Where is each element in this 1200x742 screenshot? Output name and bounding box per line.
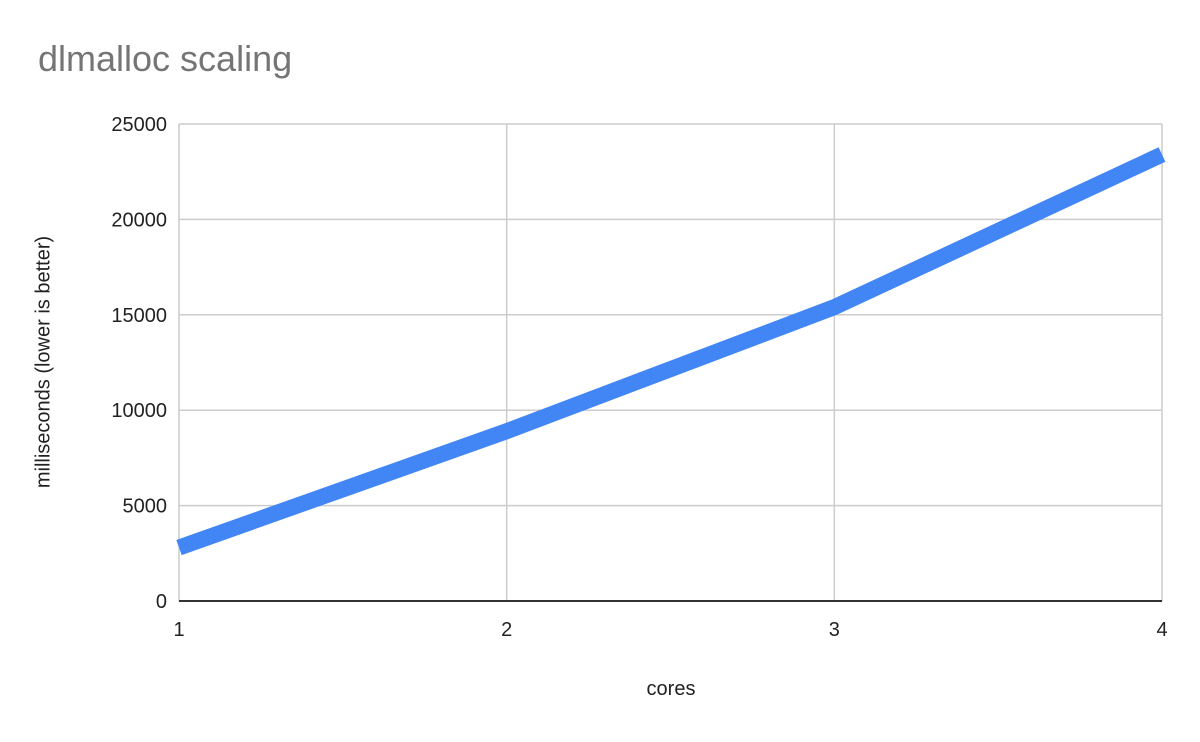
x-tick-label: 2 [501, 619, 512, 641]
y-tick-label: 0 [156, 591, 167, 613]
x-tick-label: 4 [1156, 619, 1167, 641]
series-line [176, 147, 1166, 556]
y-tick-label: 5000 [123, 496, 168, 518]
y-tick-label: 25000 [111, 114, 167, 136]
x-tick-label: 3 [829, 619, 840, 641]
y-tick-label: 15000 [111, 305, 167, 327]
chart-title: dlmalloc scaling [38, 38, 293, 79]
y-tick-label: 10000 [111, 400, 167, 422]
y-tick-label: 20000 [111, 209, 167, 231]
x-tick-label: 1 [173, 619, 184, 641]
x-axis-label: cores [646, 678, 696, 700]
